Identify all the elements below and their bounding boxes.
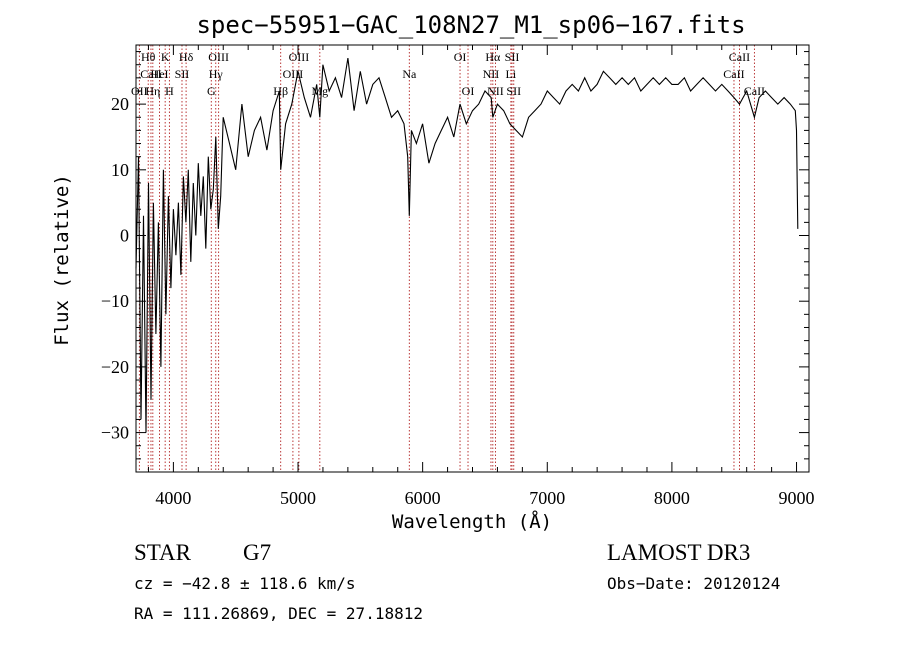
x-tick-label: 4000 xyxy=(155,488,191,508)
spectral-line-label: H xyxy=(165,84,174,98)
spectral-subclass: G7 xyxy=(243,540,271,565)
y-tick-label: −30 xyxy=(101,423,129,443)
ra-dec-coords: RA = 111.26869, DEC = 27.18812 xyxy=(134,604,423,623)
x-tick-label: 9000 xyxy=(779,488,815,508)
spectral-line-label: Hβ xyxy=(273,84,288,98)
spectral-line-label: NII xyxy=(487,84,504,98)
y-tick-label: −20 xyxy=(101,357,129,377)
spectral-line-label: G xyxy=(207,84,216,98)
plot-frame xyxy=(135,44,810,473)
survey-name: LAMOST DR3 xyxy=(607,540,750,565)
spectral-line-label: Hδ xyxy=(179,50,194,64)
spectrum-series-line xyxy=(135,58,799,433)
redshift-cz: cz = −42.8 ± 118.6 km/s xyxy=(134,574,356,593)
spectral-line-label: OI xyxy=(454,50,467,64)
object-type: STAR xyxy=(134,540,192,565)
spectral-line-label: Hη xyxy=(145,84,160,98)
y-axis-label: Flux (relative) xyxy=(51,174,73,346)
x-tick-label: 7000 xyxy=(529,488,565,508)
y-tick-label: 20 xyxy=(111,94,129,114)
x-tick-label: 6000 xyxy=(405,488,441,508)
y-axis-ticks: −30 −20 −10 0 10 20 xyxy=(101,51,809,460)
spectral-line-label: SII xyxy=(505,50,520,64)
y-tick-label: 10 xyxy=(111,160,129,180)
chart-title: spec−55951−GAC_108N27_M1_sp06−167.fits xyxy=(196,11,745,39)
spectral-line-label: CaII xyxy=(729,50,750,64)
spectral-line-label: SII xyxy=(175,67,190,81)
spectral-line-markers xyxy=(138,45,755,472)
spectral-line-label: Li xyxy=(506,67,517,81)
x-tick-label: 8000 xyxy=(654,488,690,508)
spectral-line-label: Na xyxy=(402,67,417,81)
y-tick-label: −10 xyxy=(101,291,129,311)
spectral-line-label: CaII xyxy=(744,84,765,98)
spectral-line-label: K xyxy=(161,50,170,64)
x-tick-label: 5000 xyxy=(280,488,316,508)
spectral-line-label: Hα xyxy=(485,50,501,64)
y-tick-label: 0 xyxy=(120,226,129,246)
spectral-line-label: Hθ xyxy=(141,50,156,64)
spectral-line-label: CaII xyxy=(140,67,161,81)
spectral-line-label: SII xyxy=(506,84,521,98)
obs-date: Obs−Date: 20120124 xyxy=(607,574,780,593)
spectral-line-label: Hγ xyxy=(209,67,224,81)
spectral-line-label: HeI xyxy=(151,67,169,81)
spectral-line-label: OIII xyxy=(283,67,304,81)
spectral-line-label: OIII xyxy=(208,50,229,64)
spectral-line-label: NII xyxy=(483,67,500,81)
spectral-line-label: CaII xyxy=(723,67,744,81)
spectral-line-label: OIII xyxy=(289,50,310,64)
x-axis-ticks: 4000 5000 6000 7000 8000 9000 xyxy=(147,45,815,508)
spectral-line-label: OI xyxy=(462,84,475,98)
x-axis-label: Wavelength (Å) xyxy=(392,510,552,533)
